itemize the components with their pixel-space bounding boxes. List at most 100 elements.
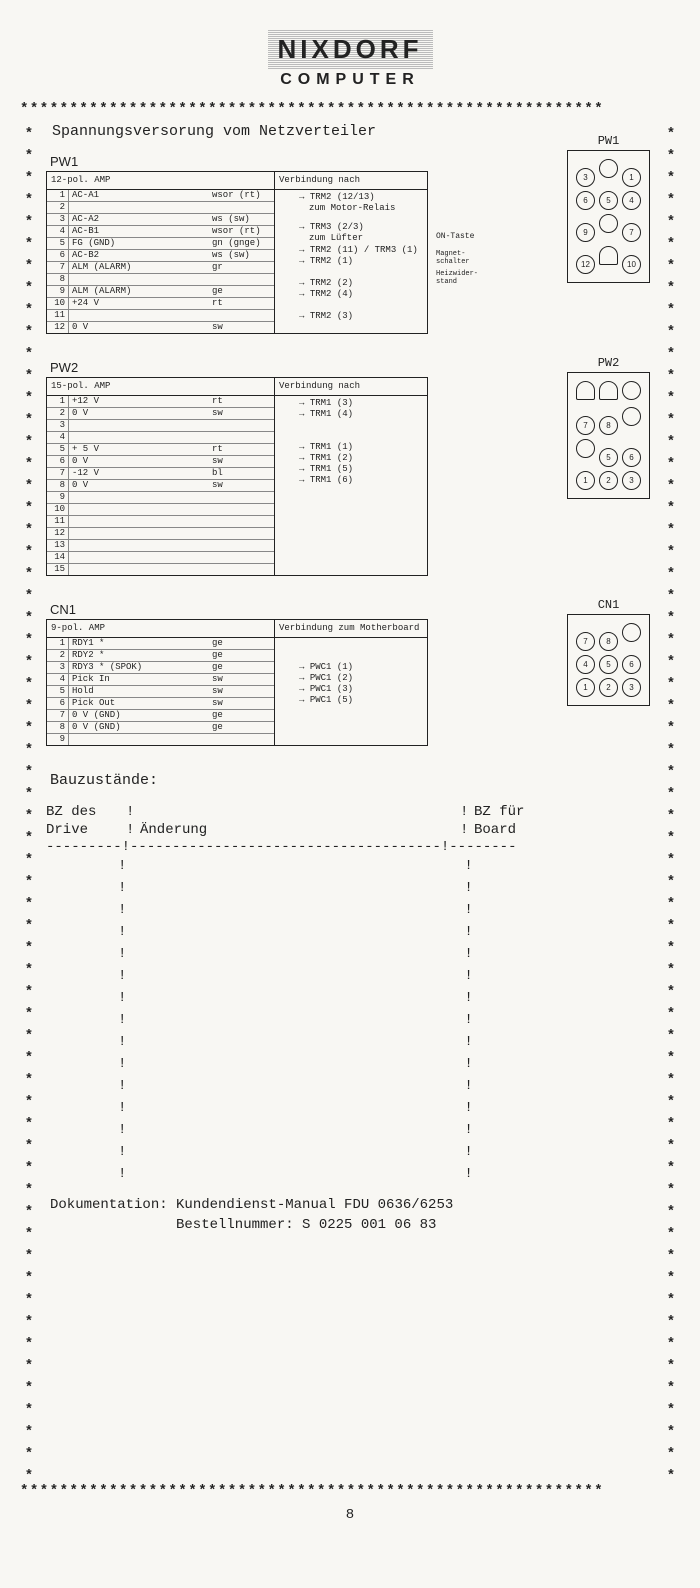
- bauz-row: !!: [46, 899, 654, 921]
- bauz-row: !!: [46, 1119, 654, 1141]
- connector-pin: 1: [576, 678, 595, 697]
- bauz-row: !!: [46, 1075, 654, 1097]
- connector-pin: 8: [599, 416, 618, 435]
- table-row: 6Pick Outsw: [47, 698, 274, 710]
- bauz-row: !!: [46, 1031, 654, 1053]
- connector-pin: [622, 407, 641, 426]
- connector-pin: [576, 439, 595, 458]
- cn1-table: 9-pol. AMP Verbindung zum Motherboard 1R…: [46, 619, 428, 746]
- bauz-row: !!: [46, 1009, 654, 1031]
- connector-pin: 3: [576, 168, 595, 187]
- connector-pin: [576, 381, 595, 400]
- table-row: 80 Vsw: [47, 480, 274, 492]
- bauz-row: !!: [46, 965, 654, 987]
- bauz-header: BZ des Drive ! ! Änderung ! ! BZ für Boa…: [46, 803, 654, 839]
- table-row: 80 V (GND)ge: [47, 722, 274, 734]
- cn1-hdr-left: 9-pol. AMP: [47, 620, 275, 637]
- connector-pin: 4: [576, 655, 595, 674]
- connector-pin: 6: [622, 655, 641, 674]
- pw2-block: PW2 15-pol. AMP Verbindung nach 1+12 Vrt…: [46, 360, 654, 576]
- pw2-dests: → TRM1 (3) → TRM1 (4) → TRM1 (1) → TRM1 …: [275, 396, 427, 575]
- page-title: Spannungsversorung vom Netzverteiler: [52, 123, 654, 140]
- connector-pin: 10: [622, 255, 641, 274]
- connector-pin: 12: [576, 255, 595, 274]
- connector-pin: [599, 214, 618, 233]
- cn1-dests: → PWC1 (1) → PWC1 (2) → PWC1 (3) → PWC1 …: [275, 638, 427, 745]
- table-row: 3: [47, 420, 274, 432]
- table-row: 11: [47, 310, 274, 322]
- table-row: 70 V (GND)ge: [47, 710, 274, 722]
- bauz-row: !!: [46, 1141, 654, 1163]
- table-row: 13: [47, 540, 274, 552]
- table-row: 1+12 Vrt: [47, 396, 274, 408]
- table-row: 3AC-A2ws (sw): [47, 214, 274, 226]
- pw1-hdr-right: Verbindung nach: [275, 172, 427, 189]
- table-row: 1RDY1 *ge: [47, 638, 274, 650]
- page: NIXDORF COMPUTER ***********************…: [0, 0, 700, 1588]
- connector-pin: 1: [622, 168, 641, 187]
- table-row: 120 Vsw: [47, 322, 274, 333]
- table-row: 12: [47, 528, 274, 540]
- footer: Dokumentation: Kundendienst-Manual FDU 0…: [50, 1195, 654, 1235]
- connector-pin: 2: [599, 471, 618, 490]
- table-row: 7ALM (ALARM)gr: [47, 262, 274, 274]
- table-row: 2RDY2 *ge: [47, 650, 274, 662]
- bauz-divider: ---------!------------------------------…: [46, 839, 654, 855]
- connector-pin: 2: [599, 678, 618, 697]
- connector-pin: 3: [622, 471, 641, 490]
- cn1-label: CN1: [50, 602, 654, 617]
- table-row: 8: [47, 274, 274, 286]
- connector-pin: 7: [622, 223, 641, 242]
- connector-pin: 6: [622, 448, 641, 467]
- pw2-rows: 1+12 Vrt20 Vsw345+ 5 Vrt60 Vsw7-12 Vbl80…: [47, 396, 275, 575]
- border-bottom: ****************************************…: [20, 1483, 680, 1499]
- connector-pin: 7: [576, 416, 595, 435]
- table-row: 5FG (GND)gn (gnge): [47, 238, 274, 250]
- pw1-label: PW1: [50, 154, 654, 169]
- table-row: 2: [47, 202, 274, 214]
- bauz-rows: !!!!!!!!!!!!!!!!!!!!!!!!!!!!!!: [46, 855, 654, 1185]
- table-row: 15: [47, 564, 274, 575]
- connector-pin: 5: [599, 448, 618, 467]
- connector-pin: [599, 159, 618, 178]
- pw1-dests: → TRM2 (12/13) zum Motor-Relais → TRM3 (…: [275, 190, 427, 333]
- table-row: 60 Vsw: [47, 456, 274, 468]
- bauz-row: !!: [46, 1163, 654, 1185]
- connector-pin: 4: [622, 191, 641, 210]
- table-row: 10: [47, 504, 274, 516]
- pw1-connector: PW1 31654971210: [567, 134, 650, 283]
- pw1-rows: 1AC-A1wsor (rt)23AC-A2ws (sw)4AC-B1wsor …: [47, 190, 275, 333]
- table-row: 20 Vsw: [47, 408, 274, 420]
- connector-pin: [599, 381, 618, 400]
- pw2-table: 15-pol. AMP Verbindung nach 1+12 Vrt20 V…: [46, 377, 428, 576]
- page-number: 8: [20, 1507, 680, 1523]
- table-row: 11: [47, 516, 274, 528]
- logo: NIXDORF COMPUTER: [20, 30, 680, 89]
- bauz-row: !!: [46, 877, 654, 899]
- framed-content: * * * * * * * * * * * * * * * * * * * * …: [20, 123, 680, 1483]
- table-row: 3RDY3 * (SPOK)ge: [47, 662, 274, 674]
- connector-pin: 6: [576, 191, 595, 210]
- pw1-hdr-left: 12-pol. AMP: [47, 172, 275, 189]
- pw2-label: PW2: [50, 360, 654, 375]
- table-row: 6AC-B2ws (sw): [47, 250, 274, 262]
- footer-line1: Dokumentation: Kundendienst-Manual FDU 0…: [50, 1195, 654, 1215]
- pw1-table: 12-pol. AMP Verbindung nach 1AC-A1wsor (…: [46, 171, 428, 334]
- cn1-block: CN1 9-pol. AMP Verbindung zum Motherboar…: [46, 602, 654, 746]
- table-row: 10+24 Vrt: [47, 298, 274, 310]
- table-row: 14: [47, 552, 274, 564]
- bauz-row: !!: [46, 1097, 654, 1119]
- pw1-block: PW1 12-pol. AMP Verbindung nach 1AC-A1ws…: [46, 154, 654, 334]
- table-row: 5+ 5 Vrt: [47, 444, 274, 456]
- connector-pin: 5: [599, 191, 618, 210]
- cn1-hdr-right: Verbindung zum Motherboard: [275, 620, 427, 637]
- table-row: 7-12 Vbl: [47, 468, 274, 480]
- connector-pin: 8: [599, 632, 618, 651]
- border-top: ****************************************…: [20, 101, 680, 117]
- content: Spannungsversorung vom Netzverteiler PW1…: [46, 123, 654, 1235]
- table-row: 1AC-A1wsor (rt): [47, 190, 274, 202]
- table-row: 5Holdsw: [47, 686, 274, 698]
- table-row: 9: [47, 492, 274, 504]
- bauz-row: !!: [46, 921, 654, 943]
- table-row: 4Pick Insw: [47, 674, 274, 686]
